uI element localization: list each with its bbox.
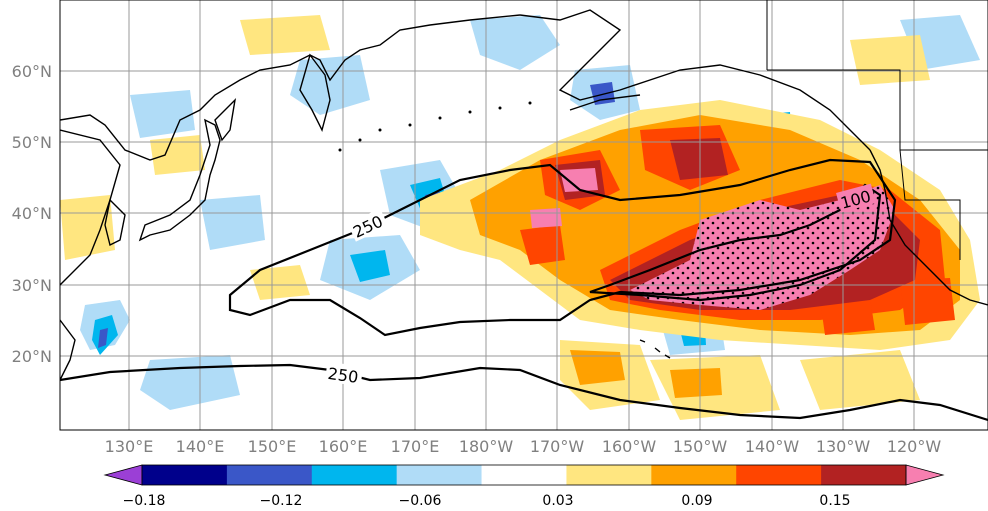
colorbar-swatch <box>396 465 483 485</box>
colorbar-tick-label: −0.06 <box>399 493 442 509</box>
lat-label: 60°N <box>12 62 52 81</box>
colorbar-outline <box>141 464 907 486</box>
lon-label: 120°W <box>887 437 942 456</box>
lon-label: 170°W <box>530 437 585 456</box>
lon-label: 170°E <box>391 437 440 456</box>
lat-label: 50°N <box>12 133 52 152</box>
colorbar-tick-label: −0.18 <box>123 493 166 509</box>
contour-100 <box>589 183 882 302</box>
contour-label-group: 250 250 100 <box>324 183 876 387</box>
contour-label: 250 <box>327 364 360 387</box>
colorbar-tick-label: 0.09 <box>681 493 712 509</box>
map-frame <box>59 0 988 431</box>
lat-label: 20°N <box>12 347 52 366</box>
colorbar-swatch <box>142 465 228 485</box>
lon-label: 160°W <box>602 437 657 456</box>
lon-label: 150°E <box>248 437 297 456</box>
colorbar-swatch <box>821 465 907 485</box>
borders <box>766 0 988 260</box>
colorbar-swatch <box>736 465 822 485</box>
lat-label: 40°N <box>12 204 52 223</box>
colorbar-swatch <box>311 465 398 485</box>
lon-label: 140°W <box>745 437 800 456</box>
lon-label: 130°E <box>105 437 154 456</box>
colorbar-extend-low <box>103 464 143 486</box>
contour-lines <box>60 158 988 422</box>
colorbar-swatch <box>226 465 313 485</box>
colorbar-extend-high <box>905 464 945 486</box>
colorbar-swatch <box>566 465 652 485</box>
lon-label: 150°W <box>673 437 728 456</box>
colorbar-tick-label: 0.03 <box>542 493 573 509</box>
colorbar-tick-labels: −0.18 −0.12 −0.06 0.03 0.09 0.15 <box>123 493 851 509</box>
lat-label: 30°N <box>12 276 52 295</box>
contour-250-north <box>228 158 897 337</box>
colorbar-tick-label: −0.12 <box>260 493 303 509</box>
lon-label: 140°E <box>176 437 225 456</box>
longitude-labels: 130°E 140°E 150°E 160°E 170°E 180°W 170°… <box>105 437 942 456</box>
colorbar-swatch <box>651 465 737 485</box>
colorbar-swatch <box>481 465 567 485</box>
lon-label: 130°W <box>816 437 871 456</box>
latitude-labels: 60°N 50°N 40°N 30°N 20°N <box>12 62 52 366</box>
aleutian-islands <box>338 101 532 152</box>
lon-label: 180°W <box>459 437 514 456</box>
colorbar <box>103 464 945 486</box>
lon-label: 160°E <box>319 437 368 456</box>
contour-250-south <box>60 363 988 422</box>
coastlines <box>60 9 988 381</box>
colorbar-tick-label: 0.15 <box>819 493 850 509</box>
